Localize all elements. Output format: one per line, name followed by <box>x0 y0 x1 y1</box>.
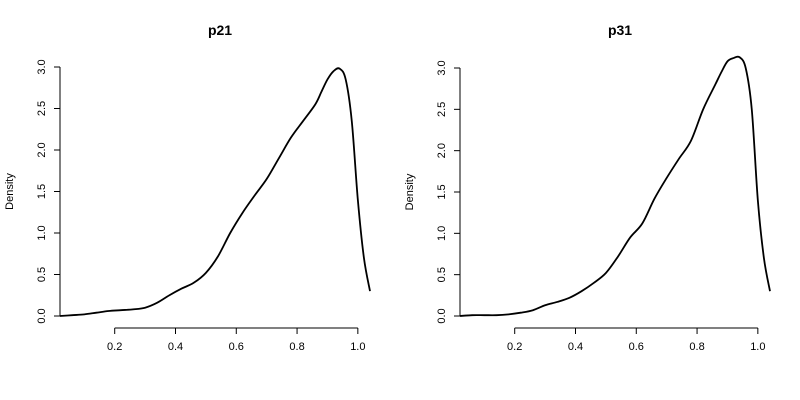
y-tick-label: 0.0 <box>436 308 448 323</box>
panel-title: p31 <box>608 22 632 38</box>
y-tick-label: 0.5 <box>436 267 448 282</box>
y-tick-label: 3.0 <box>436 60 448 75</box>
y-tick-label: 2.5 <box>36 101 48 116</box>
x-tick-label: 0.6 <box>229 341 244 353</box>
x-tick-label: 0.2 <box>507 341 522 353</box>
density-curve <box>59 67 371 317</box>
y-axis-label: Density <box>4 173 16 210</box>
y-axis-label: Density <box>404 173 416 210</box>
y-tick-label: 2.0 <box>436 143 448 158</box>
y-tick-label: 2.0 <box>36 142 48 157</box>
x-tick-label: 0.2 <box>107 341 122 353</box>
panel-title: p21 <box>208 22 232 38</box>
panel-p31: p31 0.2 0.4 0.6 0.8 1.0 0.0 0.5 1.0 1.5 2.0 2.5 3.0 D… <box>404 22 771 353</box>
y-tick-label: 0.5 <box>36 267 48 282</box>
x-tick-label: 0.6 <box>629 341 644 353</box>
y-tick-label: 0.0 <box>36 308 48 323</box>
panel-p21: p21 0.2 0.4 0.6 0.8 1.0 0.0 0.5 1.0 1.5 2.0 2.5 3.0 D… <box>4 22 371 353</box>
y-tick-label: 1.0 <box>436 226 448 241</box>
y-tick-label: 1.0 <box>36 225 48 240</box>
x-tick-label: 0.8 <box>289 341 304 353</box>
y-tick-label: 2.5 <box>436 102 448 117</box>
x-tick-label: 1.0 <box>350 341 365 353</box>
x-tick-label: 0.4 <box>168 341 183 353</box>
x-tick-label: 0.8 <box>689 341 704 353</box>
y-tick-label: 3.0 <box>36 59 48 74</box>
x-tick-label: 1.0 <box>750 341 765 353</box>
x-tick-label: 0.4 <box>568 341 583 353</box>
y-tick-label: 1.5 <box>36 184 48 199</box>
density-curve <box>459 55 771 317</box>
y-tick-label: 1.5 <box>436 184 448 199</box>
